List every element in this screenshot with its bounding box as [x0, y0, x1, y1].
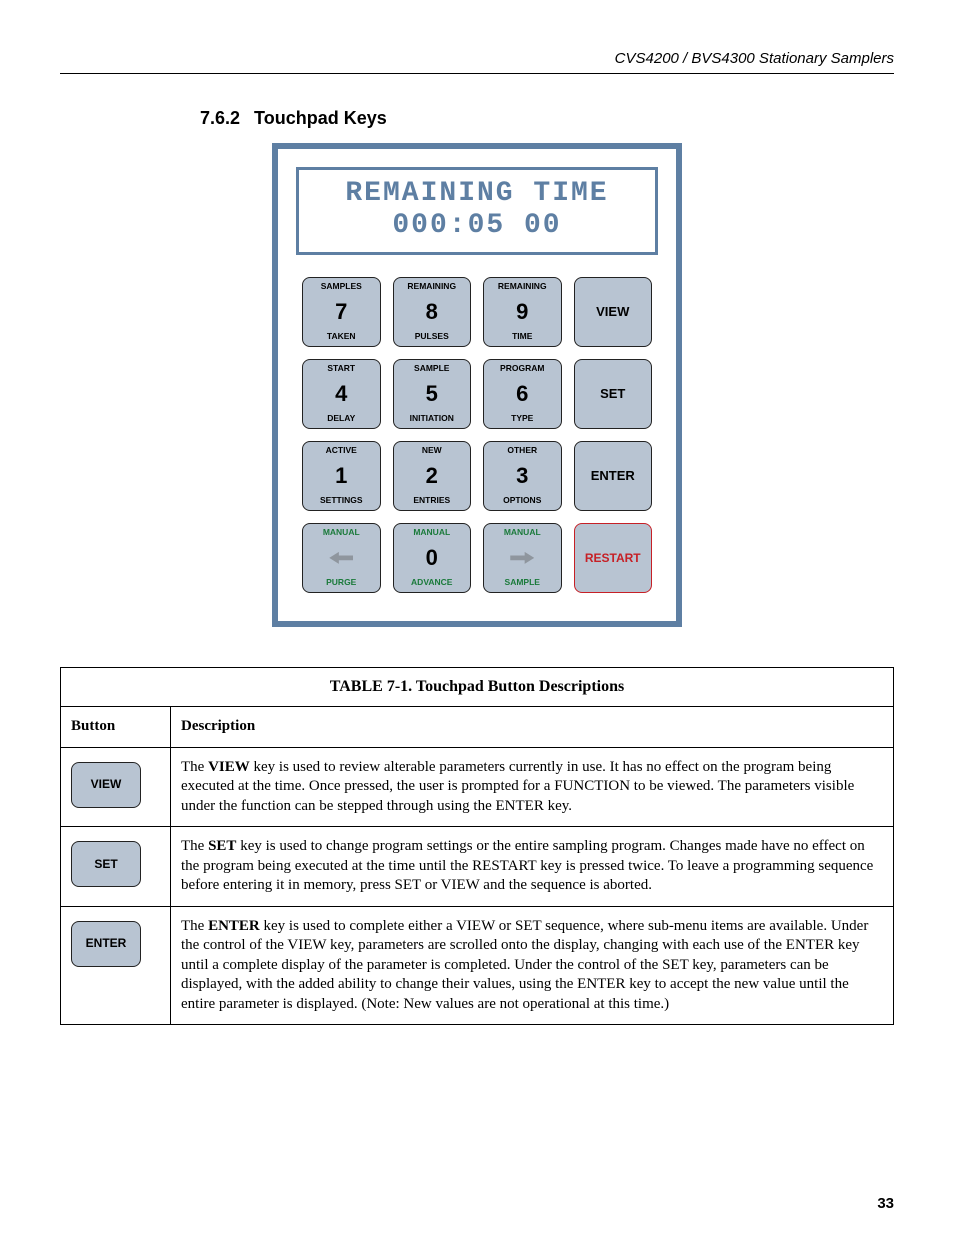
key-bot-label: OPTIONS	[503, 496, 541, 505]
description-cell: The ENTER key is used to complete either…	[171, 906, 894, 1025]
key-top-label: MANUAL	[504, 528, 541, 537]
enter-button-chip: ENTER	[71, 921, 141, 967]
button-description-table: TABLE 7-1. Touchpad Button Descriptions …	[60, 667, 894, 1025]
set-button-chip: SET	[71, 841, 141, 887]
running-header: CVS4200 / BVS4300 Stationary Samplers	[60, 50, 894, 74]
keypad-key-SET[interactable]: SET	[574, 359, 653, 429]
keypad-key-5[interactable]: SAMPLE5INITIATION	[393, 359, 472, 429]
table-row: VIEWThe VIEW key is used to review alter…	[61, 747, 894, 827]
key-bot-label: INITIATION	[410, 414, 454, 423]
key-mid-label: 5	[426, 373, 438, 414]
button-cell: ENTER	[61, 906, 171, 1025]
keypad-key-0[interactable]: MANUAL0ADVANCE	[393, 523, 472, 593]
lcd-display: REMAINING TIME 000:05 00	[296, 167, 658, 255]
key-top-label: MANUAL	[413, 528, 450, 537]
key-bot-label: PULSES	[415, 332, 449, 341]
key-top-label: REMAINING	[498, 282, 547, 291]
table-row: ENTERThe ENTER key is used to complete e…	[61, 906, 894, 1025]
key-bot-label: TIME	[512, 332, 532, 341]
key-bot-label: SETTINGS	[320, 496, 363, 505]
key-bot-label: DELAY	[327, 414, 355, 423]
key-top-label: REMAINING	[407, 282, 456, 291]
table-caption: TABLE 7-1. Touchpad Button Descriptions	[60, 667, 894, 706]
key-mid-label: 0	[426, 537, 438, 578]
keypad-key-6[interactable]: PROGRAM6TYPE	[483, 359, 562, 429]
key-mid-label: ENTER	[591, 455, 635, 496]
key-mid-label: 4	[335, 373, 347, 414]
keypad-key-7[interactable]: SAMPLES7TAKEN	[302, 277, 381, 347]
running-title: CVS4200 / BVS4300 Stationary Samplers	[615, 50, 894, 67]
key-mid-label: 1	[335, 455, 347, 496]
key-bot-label: ENTRIES	[413, 496, 450, 505]
desc-keyword: VIEW	[208, 759, 250, 775]
key-mid-label	[510, 537, 534, 578]
button-cell: VIEW	[61, 747, 171, 827]
key-mid-label: RESTART	[585, 537, 641, 578]
keypad-key-8[interactable]: REMAINING8PULSES	[393, 277, 472, 347]
keypad-key-RESTART[interactable]: RESTART	[574, 523, 653, 593]
description-cell: The SET key is used to change program se…	[171, 827, 894, 907]
key-mid-label	[329, 537, 353, 578]
key-top-label: SAMPLE	[414, 364, 449, 373]
key-top-label: SAMPLES	[321, 282, 362, 291]
keypad-key-9[interactable]: REMAINING9TIME	[483, 277, 562, 347]
section-heading: 7.6.2 Touchpad Keys	[200, 108, 894, 129]
section-number: 7.6.2	[200, 108, 240, 128]
key-bot-label: TAKEN	[327, 332, 356, 341]
key-top-label: PROGRAM	[500, 364, 544, 373]
desc-keyword: ENTER	[208, 918, 260, 934]
key-mid-label: 3	[516, 455, 528, 496]
key-mid-label: SET	[600, 373, 625, 414]
keypad-key-SAMPLE[interactable]: MANUAL SAMPLE	[483, 523, 562, 593]
keypad-key-4[interactable]: START4DELAY	[302, 359, 381, 429]
section-title: Touchpad Keys	[254, 108, 387, 128]
key-bot-label: PURGE	[326, 578, 356, 587]
key-top-label: START	[327, 364, 355, 373]
col-button: Button	[61, 707, 171, 748]
button-cell: SET	[61, 827, 171, 907]
key-bot-label: SAMPLE	[505, 578, 540, 587]
key-mid-label: 9	[516, 291, 528, 332]
page-number: 33	[60, 1195, 894, 1212]
keypad-key-3[interactable]: OTHER3OPTIONS	[483, 441, 562, 511]
keypad-key-2[interactable]: NEW2ENTRIES	[393, 441, 472, 511]
key-bot-label: ADVANCE	[411, 578, 452, 587]
description-cell: The VIEW key is used to review alterable…	[171, 747, 894, 827]
keypad-key-1[interactable]: ACTIVE1SETTINGS	[302, 441, 381, 511]
desc-keyword: SET	[208, 838, 236, 854]
arrow-left-icon	[329, 552, 353, 564]
key-mid-label: 7	[335, 291, 347, 332]
key-mid-label: 8	[426, 291, 438, 332]
keypad-key-ENTER[interactable]: ENTER	[574, 441, 653, 511]
key-mid-label: VIEW	[596, 291, 629, 332]
keypad-key-VIEW[interactable]: VIEW	[574, 277, 653, 347]
key-top-label: NEW	[422, 446, 442, 455]
key-top-label: ACTIVE	[326, 446, 357, 455]
view-button-chip: VIEW	[71, 762, 141, 808]
lcd-line-2: 000:05 00	[303, 210, 651, 242]
arrow-right-icon	[510, 552, 534, 564]
key-bot-label: TYPE	[511, 414, 533, 423]
key-mid-label: 6	[516, 373, 528, 414]
lcd-line-1: REMAINING TIME	[303, 178, 651, 210]
table-row: SETThe SET key is used to change program…	[61, 827, 894, 907]
keypad: SAMPLES7TAKENREMAINING8PULSESREMAINING9T…	[296, 277, 658, 593]
key-top-label: MANUAL	[323, 528, 360, 537]
keypad-key-PURGE[interactable]: MANUAL PURGE	[302, 523, 381, 593]
key-mid-label: 2	[426, 455, 438, 496]
key-top-label: OTHER	[507, 446, 537, 455]
touchpad-figure: REMAINING TIME 000:05 00 SAMPLES7TAKENRE…	[272, 143, 682, 627]
col-description: Description	[171, 707, 894, 748]
